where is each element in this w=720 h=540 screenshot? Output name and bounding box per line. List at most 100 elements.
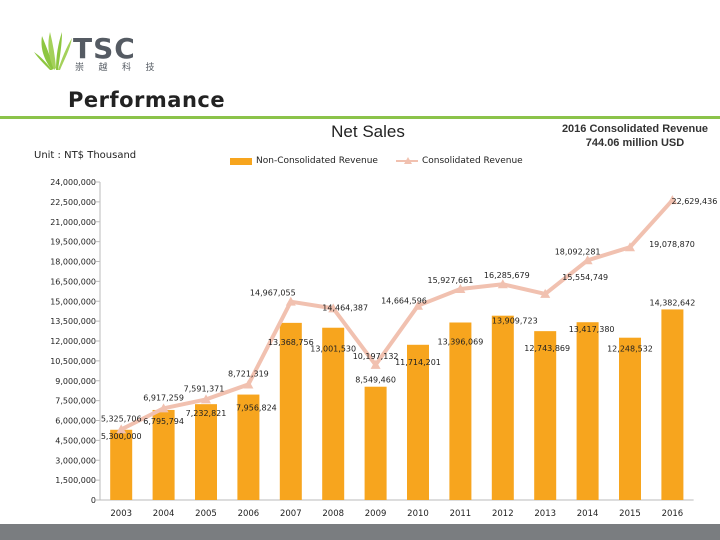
- bar: [110, 429, 133, 500]
- line-point-marker: [201, 394, 211, 404]
- line-value-label: 15,927,661: [427, 276, 473, 285]
- bar: [449, 322, 472, 500]
- bar: [576, 322, 599, 500]
- line-point-marker: [455, 283, 466, 293]
- x-tick-label: 2007: [280, 509, 302, 519]
- x-tick-label: 2009: [365, 509, 387, 519]
- bar-value-label: 13,396,069: [437, 338, 483, 347]
- line-value-label: 14,967,055: [250, 289, 296, 298]
- bar: [279, 322, 302, 500]
- x-tick-label: 2010: [407, 509, 429, 519]
- footer-bar: [0, 524, 720, 540]
- line-point-marker: [540, 288, 551, 298]
- y-tick-label: 4,500,000: [55, 436, 96, 445]
- x-tick-label: 2016: [662, 509, 684, 519]
- x-tick-label: 2004: [153, 509, 175, 519]
- line-point-marker: [370, 359, 381, 369]
- y-tick-label: 10,500,000: [50, 357, 96, 366]
- bar-value-label: 13,368,756: [268, 338, 314, 347]
- legend-bar-swatch: [230, 157, 252, 165]
- y-tick-label: 19,500,000: [50, 238, 96, 247]
- x-tick-label: 2012: [492, 509, 514, 519]
- line-point-marker: [328, 303, 339, 313]
- page-heading: Performance: [68, 88, 226, 112]
- legend-label-non-consolidated: Non-Consolidated Revenue: [256, 156, 378, 166]
- bar: [152, 409, 175, 500]
- x-tick-label: 2013: [534, 509, 556, 519]
- bar-value-label: 12,743,869: [524, 344, 570, 353]
- y-tick-label: 18,000,000: [50, 258, 96, 267]
- line-point-marker: [413, 300, 423, 310]
- bar: [619, 337, 641, 500]
- line-point-marker: [158, 403, 169, 413]
- bar-value-label: 13,417,380: [569, 325, 615, 334]
- line-point-marker: [116, 424, 127, 434]
- line-value-label: 10,197,132: [353, 352, 399, 361]
- y-tick-label: 21,000,000: [50, 218, 96, 227]
- y-tick-label: 22,500,000: [50, 198, 96, 207]
- line-value-label: 16,285,679: [484, 271, 530, 280]
- y-tick-label: 9,000,000: [55, 377, 96, 386]
- y-tick-label: 24,000,000: [50, 178, 96, 187]
- line-value-label: 19,078,870: [649, 240, 695, 249]
- line-value-label: 5,325,706: [101, 414, 142, 423]
- line-value-label: 14,464,387: [322, 303, 368, 312]
- line-value-label: 7,591,371: [184, 384, 225, 393]
- legend-label-consolidated: Consolidated Revenue: [421, 156, 523, 166]
- bar-value-label: 11,714,201: [395, 358, 441, 367]
- y-tick-label: 12,000,000: [50, 337, 96, 346]
- tsc-logo-icon: [34, 32, 72, 70]
- line-value-label: 14,664,596: [381, 297, 427, 306]
- bar-value-label: 7,956,824: [236, 404, 277, 413]
- bar: [491, 315, 514, 500]
- x-tick-label: 2015: [619, 509, 641, 519]
- bar: [534, 331, 557, 500]
- y-tick-label: 13,500,000: [50, 317, 96, 326]
- line-point-marker: [497, 279, 508, 289]
- bar: [195, 404, 217, 500]
- x-tick-label: 2014: [577, 509, 599, 519]
- bar: [322, 327, 345, 500]
- chart-title: Net Sales: [331, 122, 405, 141]
- consolidated-revenue-line: [120, 198, 674, 432]
- net-sales-chart: 24,000,000 22,500,000 21,000,000 19,500,000…: [50, 178, 717, 519]
- bar-value-label: 13,001,530: [310, 345, 356, 354]
- unit-label: Unit : NT$ Thousand: [34, 150, 137, 161]
- heading-divider: [0, 116, 720, 119]
- x-tick-label: 2006: [238, 509, 260, 519]
- bar-value-label: 7,232,821: [186, 409, 227, 418]
- bar-value-label: 13,909,723: [492, 317, 538, 326]
- line-point-marker: [667, 195, 678, 205]
- logo-text: TSC: [73, 32, 136, 65]
- line-point-marker: [243, 379, 254, 389]
- consolidated-revenue-note: 2016 Consolidated Revenue 744.06 million…: [561, 123, 709, 149]
- bar-value-label: 14,382,642: [649, 298, 695, 307]
- bar-value-label: 5,300,000: [101, 432, 142, 441]
- chart-legend: Non-Consolidated Revenue Consolidated Re…: [230, 154, 523, 168]
- logo-subtitle: 崇 越 科 技: [75, 62, 161, 72]
- bar-value-label: 8,549,460: [355, 376, 396, 385]
- line-value-label: 22,629,436: [671, 197, 717, 206]
- bar: [237, 394, 260, 500]
- y-tick-label: 7,500,000: [55, 397, 96, 406]
- line-point-marker: [625, 242, 635, 252]
- y-tick-label: 16,500,000: [50, 277, 96, 286]
- bar: [661, 309, 684, 500]
- legend-line-marker: [395, 156, 418, 166]
- y-tick-label: 3,000,000: [55, 456, 96, 465]
- line-value-label: 8,721,319: [228, 369, 269, 378]
- y-tick-label: 1,500,000: [55, 476, 96, 485]
- line-value-label: 15,554,749: [562, 273, 608, 282]
- y-tick-label: 0: [91, 496, 96, 505]
- x-tick-label: 2003: [110, 509, 132, 519]
- line-point-marker: [285, 296, 296, 306]
- y-tick-label: 15,000,000: [50, 297, 96, 306]
- x-tick-label: 2011: [450, 509, 472, 519]
- line-value-label: 18,092,281: [555, 247, 601, 256]
- x-tick-label: 2005: [195, 509, 217, 519]
- y-tick-label: 6,000,000: [55, 417, 96, 426]
- line-point-marker: [582, 255, 593, 265]
- line-value-label: 6,917,259: [143, 393, 184, 402]
- bar: [364, 386, 387, 500]
- bar: [407, 344, 429, 500]
